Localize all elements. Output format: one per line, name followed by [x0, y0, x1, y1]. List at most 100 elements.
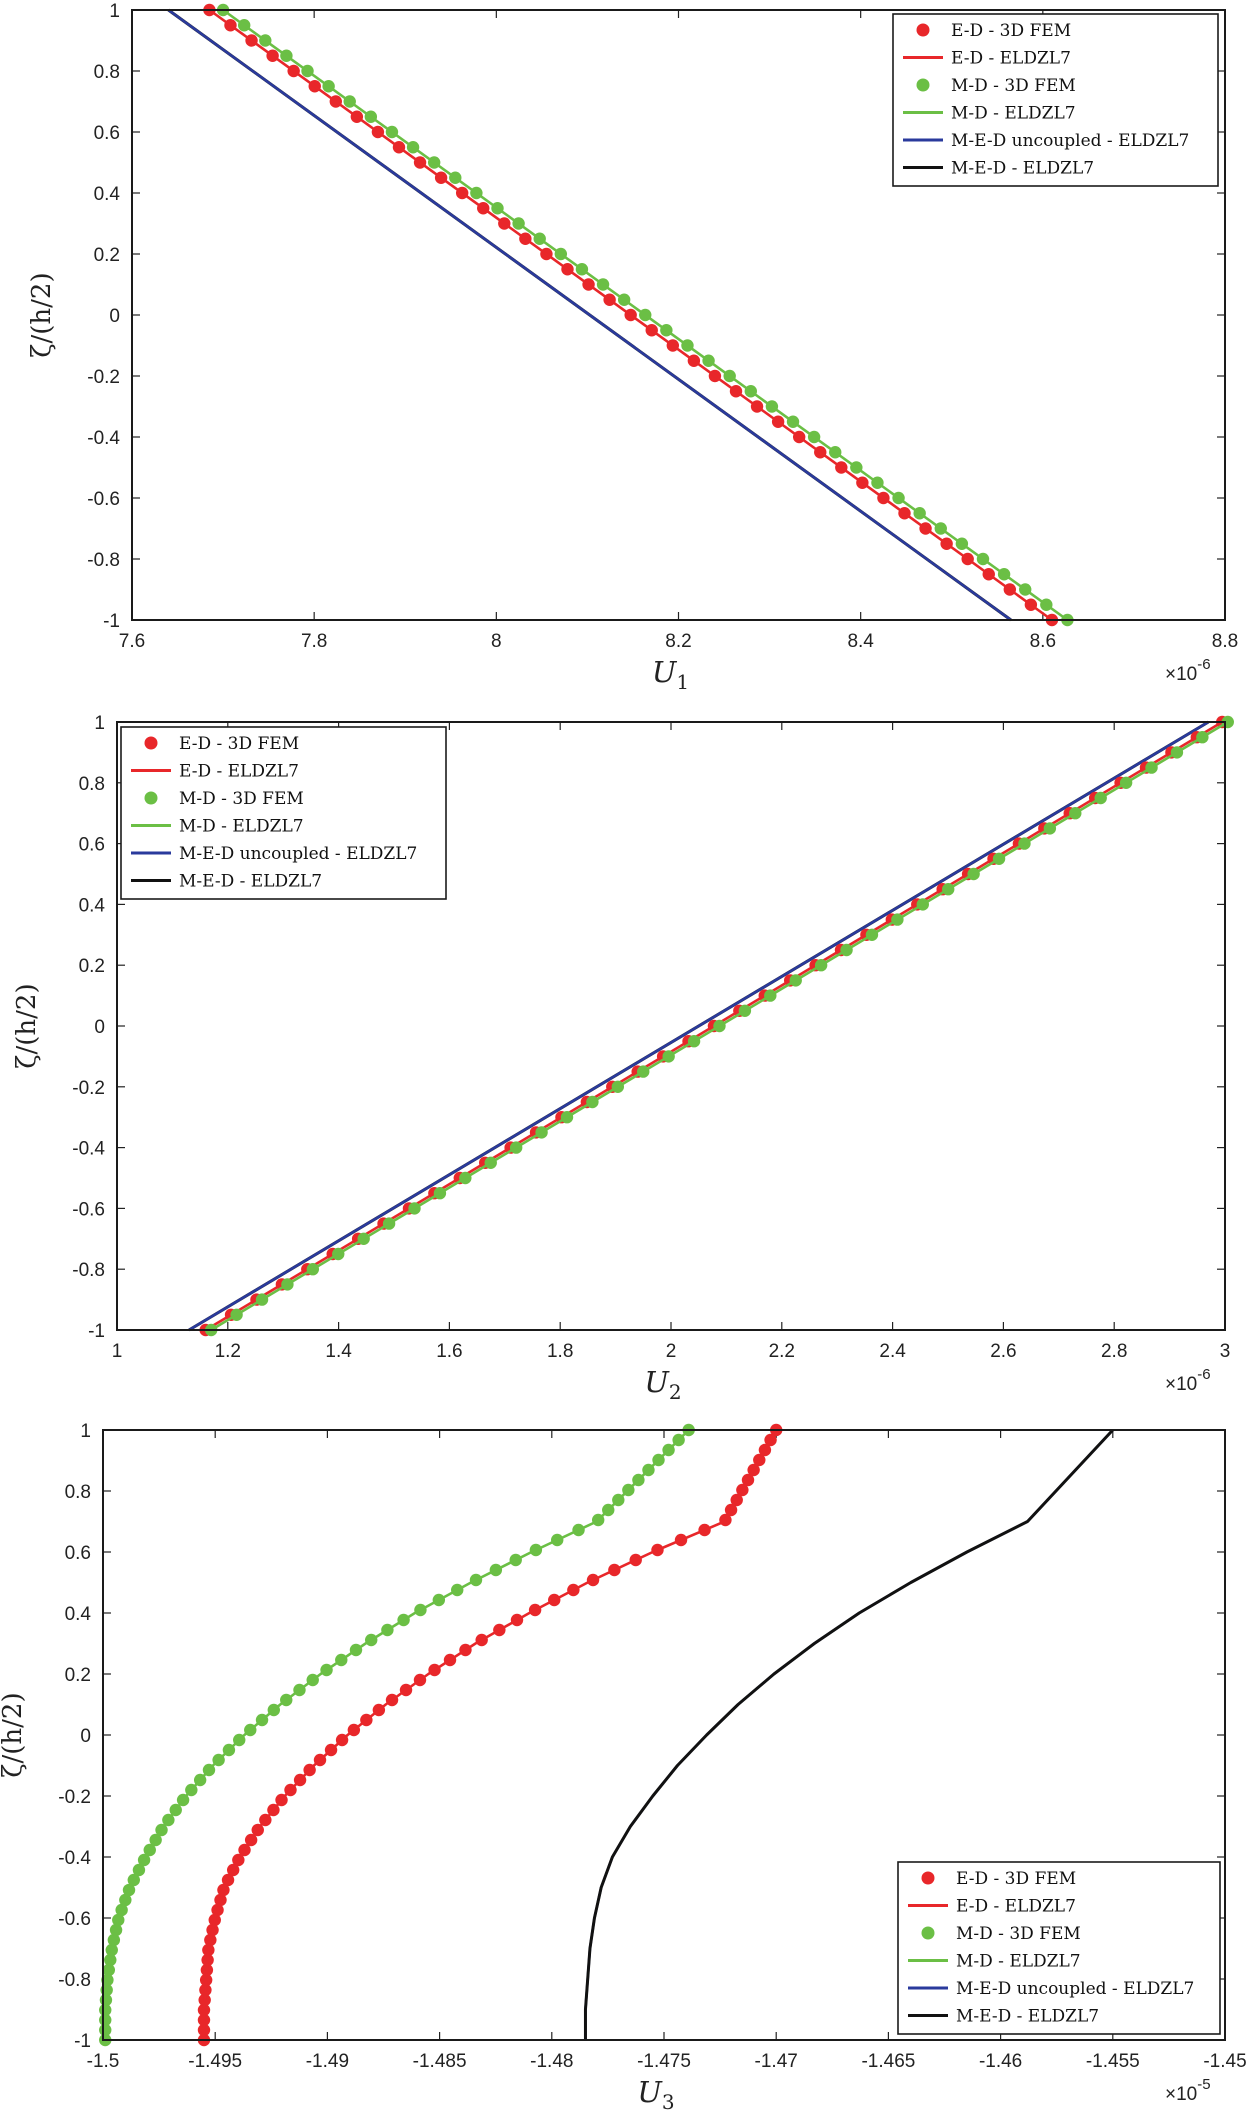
x-tick-label: 8.2 [665, 631, 691, 652]
legend-box [120, 726, 447, 900]
x-tick-label: -1.485 [413, 2051, 467, 2072]
legend-label: E-D - 3D FEM [951, 21, 1071, 41]
y-tick-label: 0.2 [65, 1665, 91, 1686]
x-tick-label: 8.6 [1030, 631, 1056, 652]
y-axis-label: ζ/(h/2) [27, 272, 57, 357]
x-axis-multiplier: ×10-5 [1165, 2076, 1211, 2105]
x-tick-label: 8 [491, 631, 502, 652]
legend-label: E-D - ELDZL7 [179, 762, 299, 782]
axes-frame [131, 9, 1226, 621]
multiplier-base: ×10 [1165, 1374, 1197, 1395]
legend-marker [921, 1926, 935, 1940]
y-tick-label: -0.6 [72, 1199, 105, 1220]
x-axis-label-main: U [644, 1365, 670, 1399]
y-tick-label: -1 [74, 2031, 91, 2052]
y-tick-label: -0.2 [72, 1078, 105, 1099]
series-line-ed [202, 1429, 778, 2040]
x-tick-label: 2.2 [769, 1341, 795, 1362]
legend-label: M-E-D - ELDZL7 [951, 159, 1094, 179]
legend-item: E-D - 3D FEM [144, 734, 299, 754]
x-tick-label: 1.4 [325, 1341, 352, 1362]
legend-label: M-D - ELDZL7 [956, 1952, 1081, 1972]
y-tick-label: -0.8 [58, 1970, 91, 1991]
x-axis-label-sub: 3 [662, 2090, 675, 2114]
series-layer [167, 3, 1074, 627]
y-tick-label: -0.2 [87, 367, 120, 388]
y-axis-label: ζ/(h/2) [0, 1692, 28, 1777]
legend-label: E-D - 3D FEM [956, 1869, 1076, 1889]
y-tick-label: -0.6 [58, 1909, 91, 1930]
x-tick-label: -1.47 [755, 2051, 798, 2072]
legend-label: M-D - 3D FEM [951, 76, 1076, 96]
x-tick-label: 2.4 [879, 1341, 906, 1362]
legend-label: M-E-D uncoupled - ELDZL7 [951, 131, 1189, 151]
y-tick-label: 0.4 [94, 184, 121, 205]
x-tick-label: -1.475 [637, 2051, 691, 2072]
x-tick-label: 7.6 [119, 631, 145, 652]
y-tick-label: -0.2 [58, 1787, 91, 1808]
legend-label: M-E-D uncoupled - ELDZL7 [956, 1979, 1194, 1999]
x-tick-label: -1.48 [530, 2051, 573, 2072]
multiplier-base: ×10 [1165, 664, 1197, 685]
series-line-ed [208, 8, 1053, 622]
legend-marker [144, 791, 158, 805]
x-axis-label-sub: 2 [669, 1380, 682, 1404]
y-tick-label: 0.2 [79, 956, 105, 977]
y-tick-label: -1 [88, 1321, 105, 1342]
x-tick-label: -1.46 [979, 2051, 1022, 2072]
series-line-med [583, 1428, 1114, 2040]
legend-item: E-D - ELDZL7 [903, 49, 1071, 69]
legend-item: E-D - ELDZL7 [908, 1897, 1076, 1917]
axes-frame [102, 1429, 1226, 2041]
legend-marker [144, 736, 158, 750]
y-tick-label: 0.8 [65, 1482, 91, 1503]
legend-item: M-E-D uncoupled - ELDZL7 [131, 844, 417, 864]
y-tick-label: -0.4 [72, 1139, 105, 1160]
y-tick-label: 0 [80, 1726, 91, 1747]
x-axis-label: U1 [652, 655, 689, 694]
legend-item: M-E-D uncoupled - ELDZL7 [903, 131, 1189, 151]
x-axis-label-sub: 1 [676, 670, 689, 694]
legend-item: M-D - 3D FEM [921, 1924, 1081, 1944]
legend-item: E-D - ELDZL7 [131, 762, 299, 782]
multiplier-exponent: -5 [1197, 2076, 1210, 2093]
chart-panel-1: 7.6 7.8 8 8.2 8.4 8.6 8.8 -1 -0.8 -0.6 -0.4 -0.2 0 0.… [27, 1, 1238, 694]
y-tick-label: -0.4 [87, 428, 120, 449]
chart-panel-2: 1 1.2 1.4 1.6 1.8 2 2.2 2.4 2.6 2.8 3 -1 -0.8 -0.6 -0.… [12, 713, 1234, 1404]
legend-item: M-D - ELDZL7 [903, 104, 1076, 124]
legend-box [897, 1861, 1221, 2035]
series-line-md [103, 1429, 690, 2040]
legend-item: M-D - 3D FEM [916, 76, 1076, 96]
legend: E-D - 3D FEM E-D - ELDZL7 M-D - 3D FEM M-D … [897, 1861, 1221, 2035]
legend-label: E-D - ELDZL7 [951, 49, 1071, 69]
y-tick-label: 0 [109, 306, 120, 327]
series-line-uncoupled [188, 720, 1210, 1332]
x-tick-label: 1.6 [436, 1341, 462, 1362]
legend-item: M-D - 3D FEM [144, 789, 304, 809]
series-layer [188, 715, 1234, 1337]
legend-marker [916, 78, 930, 92]
multiplier-exponent: -6 [1197, 1366, 1210, 1383]
x-tick-label: 3 [1220, 1341, 1231, 1362]
y-axis-label: ζ/(h/2) [12, 983, 42, 1068]
x-axis-label: U2 [644, 1365, 681, 1404]
x-tick-label: -1.455 [1086, 2051, 1140, 2072]
multiplier-exponent: -6 [1197, 656, 1210, 673]
y-tick-label: 0.8 [79, 774, 105, 795]
y-tick-label: 0.6 [94, 123, 120, 144]
legend-item: M-E-D - ELDZL7 [908, 2007, 1099, 2027]
x-axis-label-main: U [637, 2075, 663, 2109]
x-tick-label: -1.495 [188, 2051, 242, 2072]
legend: E-D - 3D FEM E-D - ELDZL7 M-D - 3D FEM M-D … [892, 13, 1219, 187]
y-tick-label: 0.4 [65, 1604, 92, 1625]
y-tick-label: 1 [109, 1, 120, 22]
x-tick-label: 1.2 [215, 1341, 241, 1362]
x-axis-label-main: U [652, 655, 678, 689]
x-tick-label: -1.49 [306, 2051, 349, 2072]
y-tick-label: 1 [94, 713, 105, 734]
y-tick-label: -1 [103, 611, 120, 632]
series-line-uncoupled [167, 8, 1012, 622]
axes-frame [116, 721, 1226, 1331]
x-tick-label: 1.8 [547, 1341, 573, 1362]
y-tick-label: -0.6 [87, 489, 120, 510]
